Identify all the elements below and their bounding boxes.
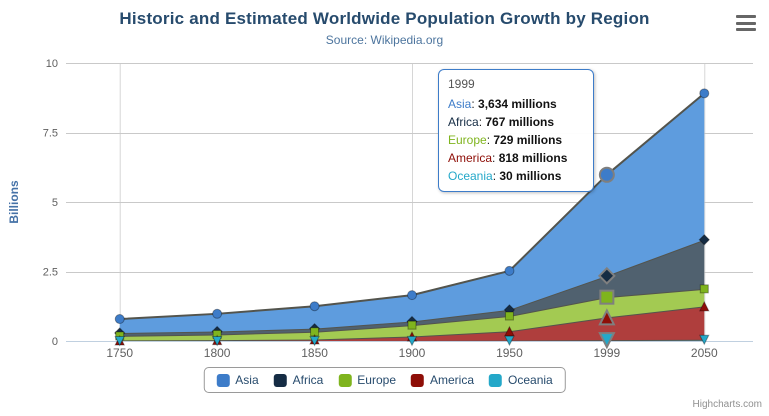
point-marker-europe-1950[interactable] (504, 311, 514, 321)
x-axis-label: 1750 (106, 346, 133, 360)
point-marker-africa-1999[interactable] (597, 266, 616, 285)
tooltip-row-america: America: 818 millions (448, 151, 568, 165)
credits-link[interactable]: Highcharts.com (692, 399, 762, 410)
point-marker-asia-1999[interactable] (598, 166, 615, 183)
point-marker-oceania-1950[interactable] (504, 335, 515, 347)
legend-swatch-icon (338, 373, 352, 387)
tooltip-series-name: America (448, 151, 493, 165)
point-marker-oceania-1750[interactable] (114, 335, 126, 347)
point-marker-asia-1950[interactable] (504, 265, 515, 276)
x-axis-label: 1850 (301, 346, 328, 360)
point-marker-asia-1750[interactable] (114, 314, 125, 325)
legend-item-africa[interactable]: Africa (273, 373, 324, 387)
chart-subtitle: Source: Wikipedia.org (325, 33, 444, 47)
legend-label: Europe (357, 373, 397, 387)
legend-label: Asia (235, 373, 259, 387)
tooltip-series-name: Asia (448, 97, 472, 111)
point-marker-europe-1999[interactable] (599, 289, 615, 305)
tooltip-row-oceania: Oceania: 30 millions (448, 169, 562, 183)
point-marker-asia-1800[interactable] (212, 308, 223, 319)
x-axis-label: 1950 (496, 346, 523, 360)
tooltip-series-name: Africa (448, 115, 479, 129)
y-axis-title: Billions (7, 180, 21, 224)
point-marker-asia-1900[interactable] (407, 290, 417, 301)
area-asia[interactable] (119, 93, 705, 333)
tooltip-series-name: Europe (448, 133, 487, 147)
legend-label: America (430, 373, 475, 387)
legend-item-america[interactable]: America (411, 373, 474, 387)
legend-item-oceania[interactable]: Oceania (489, 373, 553, 387)
y-axis-label: 7.5 (43, 128, 58, 140)
tooltip-row-europe: Europe: 729 millions (448, 133, 563, 147)
tooltip-series-value: 3,634 millions (478, 97, 557, 111)
tooltip-series-value: 818 millions (498, 151, 568, 165)
tooltip-series-value: 767 millions (485, 115, 555, 129)
point-marker-europe-1900[interactable] (407, 320, 417, 330)
x-axis-label: 1999 (594, 346, 621, 360)
point-marker-oceania-1850[interactable] (309, 335, 320, 347)
point-marker-america-1950[interactable] (504, 325, 515, 337)
y-axis-label: 10 (46, 58, 58, 70)
point-marker-america-1999[interactable] (598, 308, 616, 326)
tooltip-series-value: 30 millions (499, 169, 562, 183)
legend-item-europe[interactable]: Europe (338, 373, 396, 387)
legend-swatch-icon (273, 373, 287, 387)
hamburger-icon (736, 28, 756, 31)
legend: Asia Africa Europe America Oceania (203, 367, 566, 393)
point-marker-oceania-2050[interactable] (698, 334, 710, 346)
x-axis-label: 2050 (691, 346, 718, 360)
tooltip-row-asia: Asia: 3,634 millions (448, 97, 557, 111)
x-axis-label: 1900 (399, 346, 426, 360)
x-axis-label: 1800 (204, 346, 231, 360)
point-marker-oceania-1999[interactable] (598, 332, 616, 350)
hamburger-icon (736, 21, 756, 25)
legend-label: Africa (292, 373, 324, 387)
tooltip-series-value: 729 millions (493, 133, 563, 147)
context-menu-button[interactable] (736, 15, 756, 31)
point-marker-asia-1850[interactable] (309, 301, 320, 312)
legend-label: Oceania (508, 373, 553, 387)
legend-item-asia[interactable]: Asia (216, 373, 259, 387)
tooltip: 1999 Asia: 3,634 millions Africa: 767 mil… (438, 69, 594, 192)
legend-swatch-icon (489, 373, 503, 387)
legend-swatch-icon (216, 373, 230, 387)
point-marker-europe-2050[interactable] (699, 284, 709, 294)
point-marker-asia-2050[interactable] (699, 88, 710, 99)
chart-title: Historic and Estimated Worldwide Populat… (119, 9, 650, 28)
tooltip-series-name: Oceania (448, 169, 493, 183)
tooltip-row-africa: Africa: 767 millions (448, 115, 555, 129)
legend-swatch-icon (411, 373, 425, 387)
area-africa[interactable] (119, 239, 705, 336)
point-marker-oceania-1800[interactable] (211, 335, 223, 347)
y-axis-label: 2.5 (43, 267, 58, 279)
point-marker-america-2050[interactable] (698, 300, 710, 312)
point-marker-africa-2050[interactable] (698, 234, 710, 246)
area-america[interactable] (119, 306, 705, 341)
y-axis-label: 5 (52, 197, 58, 209)
point-marker-oceania-1900[interactable] (406, 335, 418, 347)
tooltip-header: 1999 (448, 77, 475, 91)
hamburger-icon (736, 15, 756, 18)
y-axis-label: 0 (52, 336, 58, 348)
